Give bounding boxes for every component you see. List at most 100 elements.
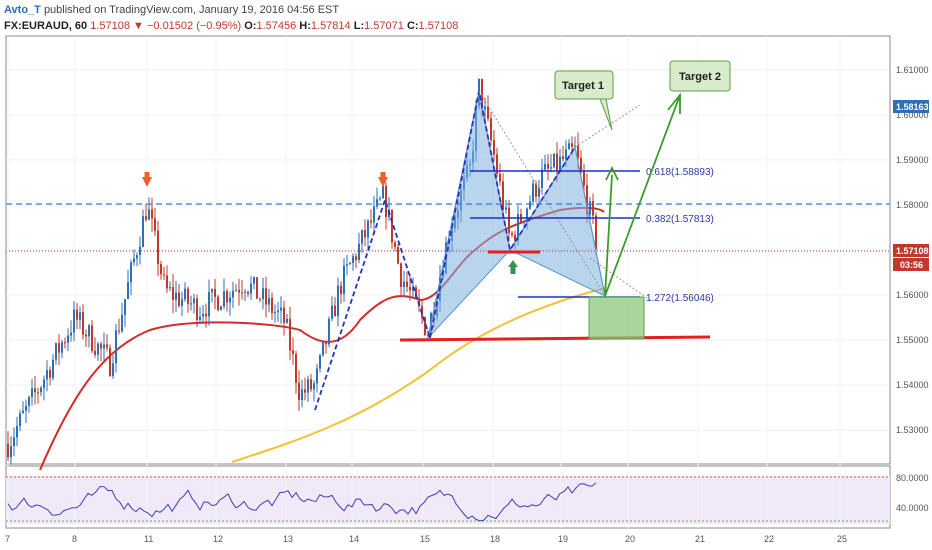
candle-body [394,242,396,247]
candle-body [337,285,339,317]
symbol-label[interactable]: FX:EURAUD, 60 [4,20,88,32]
candle-body [184,288,186,300]
x-tick-label: 12 [213,534,223,544]
projection-dotted-line [478,90,641,297]
rsi-line [7,482,597,522]
candle-body [229,297,231,303]
candle-body [223,291,225,307]
candle-body [400,263,402,287]
candle-body [571,143,573,147]
support-line [399,335,711,342]
candle-body [547,164,549,169]
candle-body [259,298,261,300]
candle-body [238,289,240,293]
candle-body [424,317,426,336]
candle-body [550,167,552,169]
candle-body [586,185,588,215]
candle-body [235,289,237,291]
candle-body [55,343,57,360]
candle-body [49,370,51,378]
candle-body [523,220,525,222]
candle-body [316,368,318,384]
candle-body [346,264,348,266]
x-tick-label: 18 [490,534,500,544]
y-tick-label: 1.55000 [896,335,929,345]
candle-body [34,388,36,393]
candle-body [496,154,498,174]
candle-body [250,283,252,294]
candle-body [412,287,414,291]
candle-body [88,325,90,337]
candle-body [487,106,489,119]
candle-body [139,246,141,256]
candle-body [190,303,192,305]
candle-body [328,318,330,345]
candle-body [109,347,111,376]
open-label: O: [244,20,257,32]
time-axis[interactable]: 7 8 11 12 13 14 15 18 19 20 21 22 25 [5,534,847,544]
candle-body [358,243,360,261]
y-tick-label: 1.60000 [896,110,929,120]
target-2-label: Target 2 [679,71,721,83]
candle-body [526,208,528,221]
candle-body [268,297,270,305]
y-tick-label: 1.61000 [896,65,929,75]
candle-body [130,262,132,283]
candle-body [172,287,174,300]
candle-body [214,288,216,297]
target-2-callout [669,60,731,92]
top-marker-arrow-icon-2 [378,177,388,187]
y-tick-label: 1.53000 [896,425,929,435]
candle-body [181,299,183,306]
last-price-tag-text: 1.57108 [896,246,929,256]
candle-body [166,275,168,289]
candle-body [217,296,219,311]
candle-body [301,389,303,401]
candle-body [403,281,405,287]
candle-body [37,392,39,394]
candle-body [364,230,366,238]
candle-body [19,413,21,427]
candle-body [67,335,69,343]
harmonic-outline [427,90,606,339]
projection-dotted-line-lower [589,257,651,301]
candle-body [532,183,534,202]
candle-body [7,443,9,458]
candle-body [373,206,375,223]
dashed-level-tag-text: 1.58163 [896,102,929,112]
candle-body [205,313,207,317]
x-tick-label: 19 [558,534,568,544]
candle-body [211,288,213,292]
candle-body [508,207,510,233]
candle-body [517,214,519,241]
candle-body [385,185,387,217]
candle-body [310,379,312,390]
candle-body [220,306,222,311]
candle-body [13,437,15,447]
candle-body [106,344,108,348]
candle-body [100,343,102,349]
rsi-tick-label: 80.0000 [896,473,929,483]
candle-body [367,220,369,238]
candle-body [340,285,342,295]
fib-label-0618: 0.618(1.58893) [646,167,714,178]
candle-body [160,264,162,275]
author-link[interactable]: Avto_T [4,4,41,16]
up-arrow-icon [508,260,518,267]
candle-body [208,291,210,317]
candle-body [31,388,33,397]
high-label: H: [299,20,311,32]
arrow-heads [605,92,681,181]
candle-body [295,354,297,383]
candle-body [499,173,501,182]
price-axis[interactable]: 1.610001.600001.590001.580001.570001.560… [896,65,929,513]
candle-body [562,156,564,160]
candle-body [370,220,372,223]
candle-body [256,277,258,299]
candle-body [481,78,483,110]
pattern-overlay: 0.618(1.58893) 0.382(1.57813) 1.272(1.56… [6,60,890,411]
candle-body [352,256,354,263]
up-arrow-stem [510,267,516,274]
fib-label-0382: 0.382(1.57813) [646,214,714,225]
